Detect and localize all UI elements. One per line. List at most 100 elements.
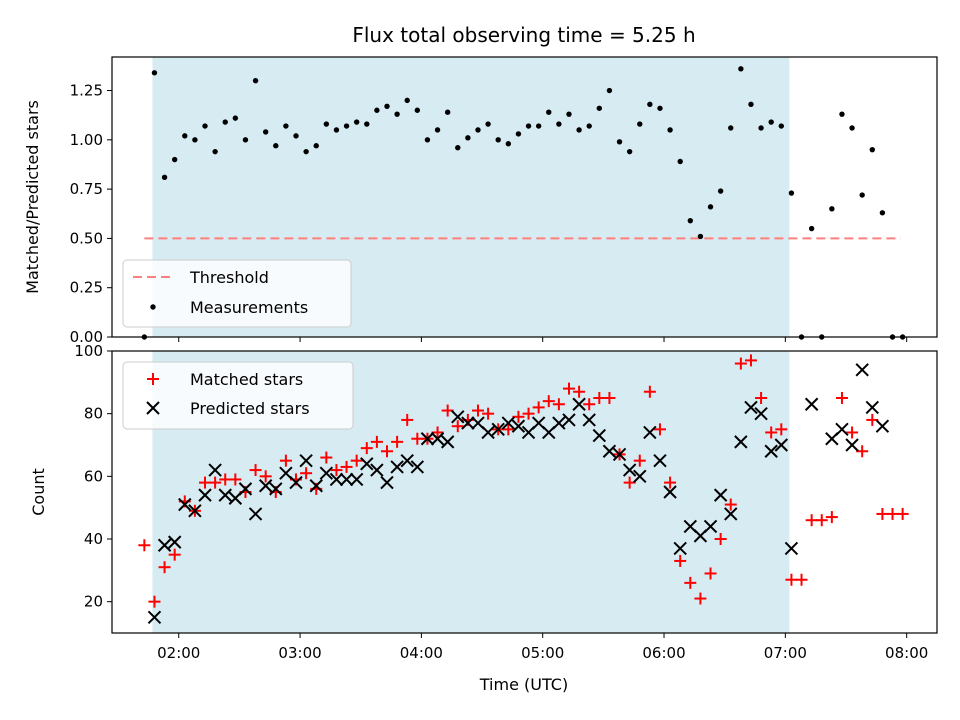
top-legend: Threshold Measurements: [122, 259, 352, 328]
predicted-stars-point: [167, 535, 182, 549]
predicted-stars-point: [602, 444, 617, 458]
matched-stars-point: [330, 464, 343, 477]
predicted-stars-point: [147, 610, 162, 625]
measurement-point: [515, 131, 522, 137]
measurement-point: [849, 125, 855, 131]
matched-stars-point: [805, 514, 818, 527]
measurement-point: [313, 143, 319, 149]
bottom-legend: Matched stars Predicted stars: [122, 361, 354, 430]
predicted-stars-point: [572, 397, 586, 411]
predicted-stars-point: [329, 472, 344, 487]
predicted-stars-point: [562, 413, 576, 427]
top-ylabel: Matched/Predicted stars: [23, 100, 42, 294]
matched-stars-point: [381, 445, 393, 458]
legend-measurements-label: Measurements: [190, 298, 308, 317]
matched-stars-point: [866, 413, 879, 426]
measurement-point: [839, 111, 845, 117]
top-measurement-points: [141, 66, 906, 340]
matched-stars-point: [896, 507, 909, 520]
matched-stars-point: [886, 507, 899, 520]
matched-stars-point: [199, 476, 212, 489]
matched-stars-point: [320, 451, 333, 464]
top-ytick-label: 0.25: [70, 279, 103, 297]
bottom-ytick-label: 40: [84, 530, 103, 548]
matched-stars-point: [765, 426, 778, 439]
matched-stars-point: [209, 476, 222, 489]
matched-stars-point: [583, 398, 596, 411]
bottom-xlabel: Time (UTC): [479, 675, 568, 694]
matched-stars-point: [391, 435, 404, 448]
predicted-stars-point: [774, 438, 789, 452]
measurement-point: [202, 123, 208, 129]
measurement-point: [212, 148, 218, 155]
measurement-point: [596, 105, 603, 111]
measurement-point: [495, 137, 501, 143]
matched-stars-point: [522, 407, 535, 420]
matched-stars-point: [219, 473, 232, 486]
legend-predicted-label: Predicted stars: [190, 399, 310, 418]
matched-stars-point: [623, 476, 636, 489]
measurement-point: [606, 87, 613, 94]
measurement-point: [556, 121, 562, 127]
matched-stars-point: [573, 385, 586, 398]
matched-stars-point: [815, 514, 828, 527]
measurement-point: [171, 156, 178, 163]
measurement-point: [384, 103, 390, 109]
predicted-stars-point: [370, 463, 384, 477]
predicted-stars-point: [491, 422, 505, 437]
measurement-point: [626, 148, 633, 155]
bottom-ytick-label: 60: [84, 467, 103, 485]
predicted-stars-point: [440, 435, 455, 449]
bottom-ytick-label: 100: [74, 342, 103, 360]
predicted-stars-point: [511, 419, 526, 433]
matched-stars-point: [694, 592, 707, 605]
matched-stars-point: [603, 392, 616, 404]
measurement-point: [728, 125, 734, 131]
matched-stars-point: [744, 354, 757, 367]
predicted-stars-point: [451, 410, 465, 424]
measurement-point: [414, 107, 421, 113]
measurement-point: [717, 188, 724, 194]
measurement-point: [788, 190, 795, 196]
matched-stars-point: [532, 401, 545, 414]
measurement-point: [252, 77, 259, 84]
matched-stars-point: [835, 392, 848, 404]
predicted-stars-point: [744, 400, 758, 415]
measurement-point: [434, 127, 441, 133]
measurement-point: [455, 145, 461, 151]
measurement-point: [808, 225, 815, 232]
top-ytick-label: 1.25: [70, 82, 103, 100]
measurement-point: [444, 109, 451, 115]
measurement-point: [616, 139, 623, 145]
measurement-point: [333, 127, 340, 133]
matched-stars-point: [279, 454, 292, 467]
measurement-point: [869, 146, 875, 153]
matched-stars-point: [552, 398, 565, 411]
measurement-point: [707, 204, 714, 210]
predicted-stars-point: [875, 419, 890, 433]
matched-stars-point: [441, 404, 454, 417]
predicted-stars-point: [248, 507, 263, 521]
predicted-stars-point: [380, 475, 394, 490]
legend-threshold-label: Threshold: [189, 268, 269, 287]
top-ticks: 0.00 0.25 0.50 0.75 1.00 1.25: [70, 82, 908, 346]
predicted-stars-point: [258, 479, 273, 493]
matched-stars-point: [684, 576, 697, 589]
matched-stars-point: [755, 392, 768, 404]
predicted-stars-point: [299, 453, 313, 468]
predicted-stars-point: [208, 463, 222, 477]
measurement-point: [758, 125, 764, 131]
measurement-point: [273, 143, 279, 149]
predicted-stars-point: [339, 472, 354, 487]
predicted-stars-point: [178, 497, 192, 512]
matched-stars-point: [633, 454, 646, 467]
measurement-point: [768, 119, 774, 125]
predicted-stars-point: [269, 482, 283, 496]
predicted-stars-point: [703, 519, 718, 534]
top-ytick-label: 0.50: [70, 229, 103, 247]
predicted-stars-point: [430, 432, 445, 446]
matched-stars-point: [411, 432, 424, 445]
matched-stars-point: [562, 382, 575, 395]
measurement-point: [151, 70, 158, 76]
bottom-count-points: [138, 354, 909, 625]
